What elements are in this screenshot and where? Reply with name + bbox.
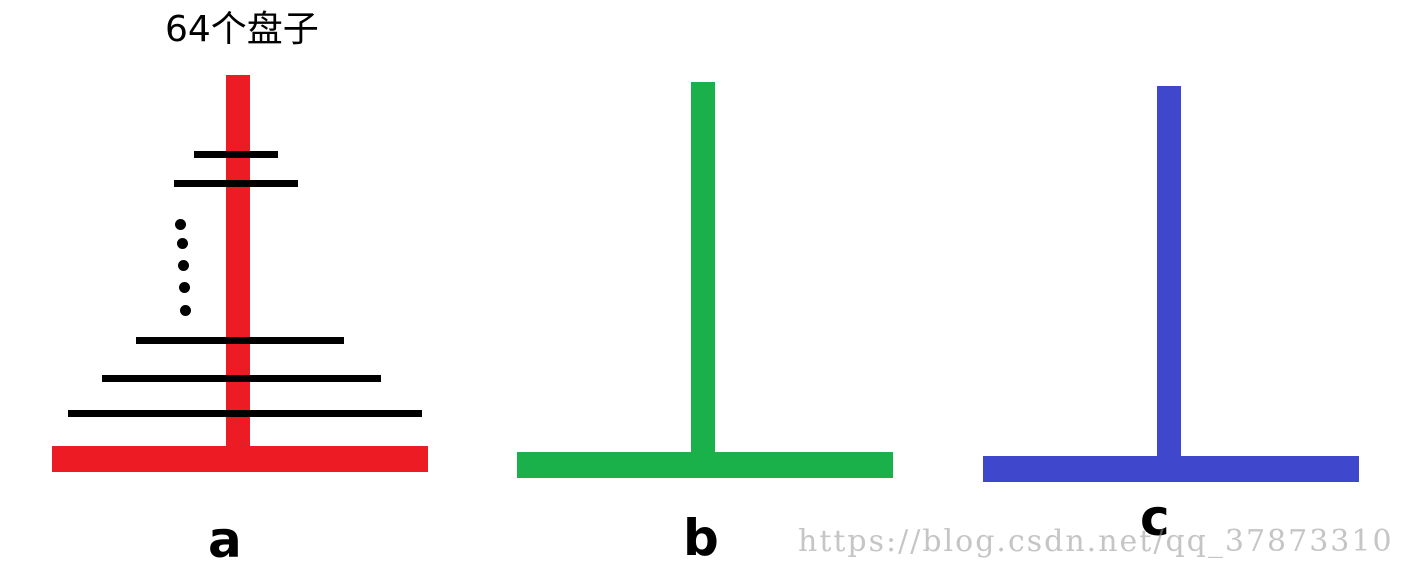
peg-a-pole (226, 75, 250, 450)
peg-b-label: b (683, 509, 719, 567)
ellipsis-dot (177, 238, 188, 249)
ellipsis-dot (180, 305, 191, 316)
peg-c-base (983, 456, 1359, 482)
peg-c-label: c (1140, 489, 1170, 547)
peg-b-pole (691, 82, 715, 454)
diagram-title: 64个盘子 (165, 9, 319, 50)
disk-top-2 (174, 180, 298, 187)
peg-a-base (52, 446, 428, 472)
watermark: https://blog.csdn.net/qq_37873310 (798, 524, 1394, 559)
ellipsis-dot (179, 282, 190, 293)
peg-c-pole (1157, 86, 1181, 458)
disk-bottom-2 (102, 375, 381, 382)
disk-bottom-3 (136, 337, 344, 344)
peg-b-base (517, 452, 893, 478)
peg-a-label: a (208, 511, 242, 569)
ellipsis-dot (178, 260, 189, 271)
disk-top-1 (194, 151, 278, 158)
ellipsis-dot (175, 219, 186, 230)
disk-bottom-1 (68, 410, 422, 417)
